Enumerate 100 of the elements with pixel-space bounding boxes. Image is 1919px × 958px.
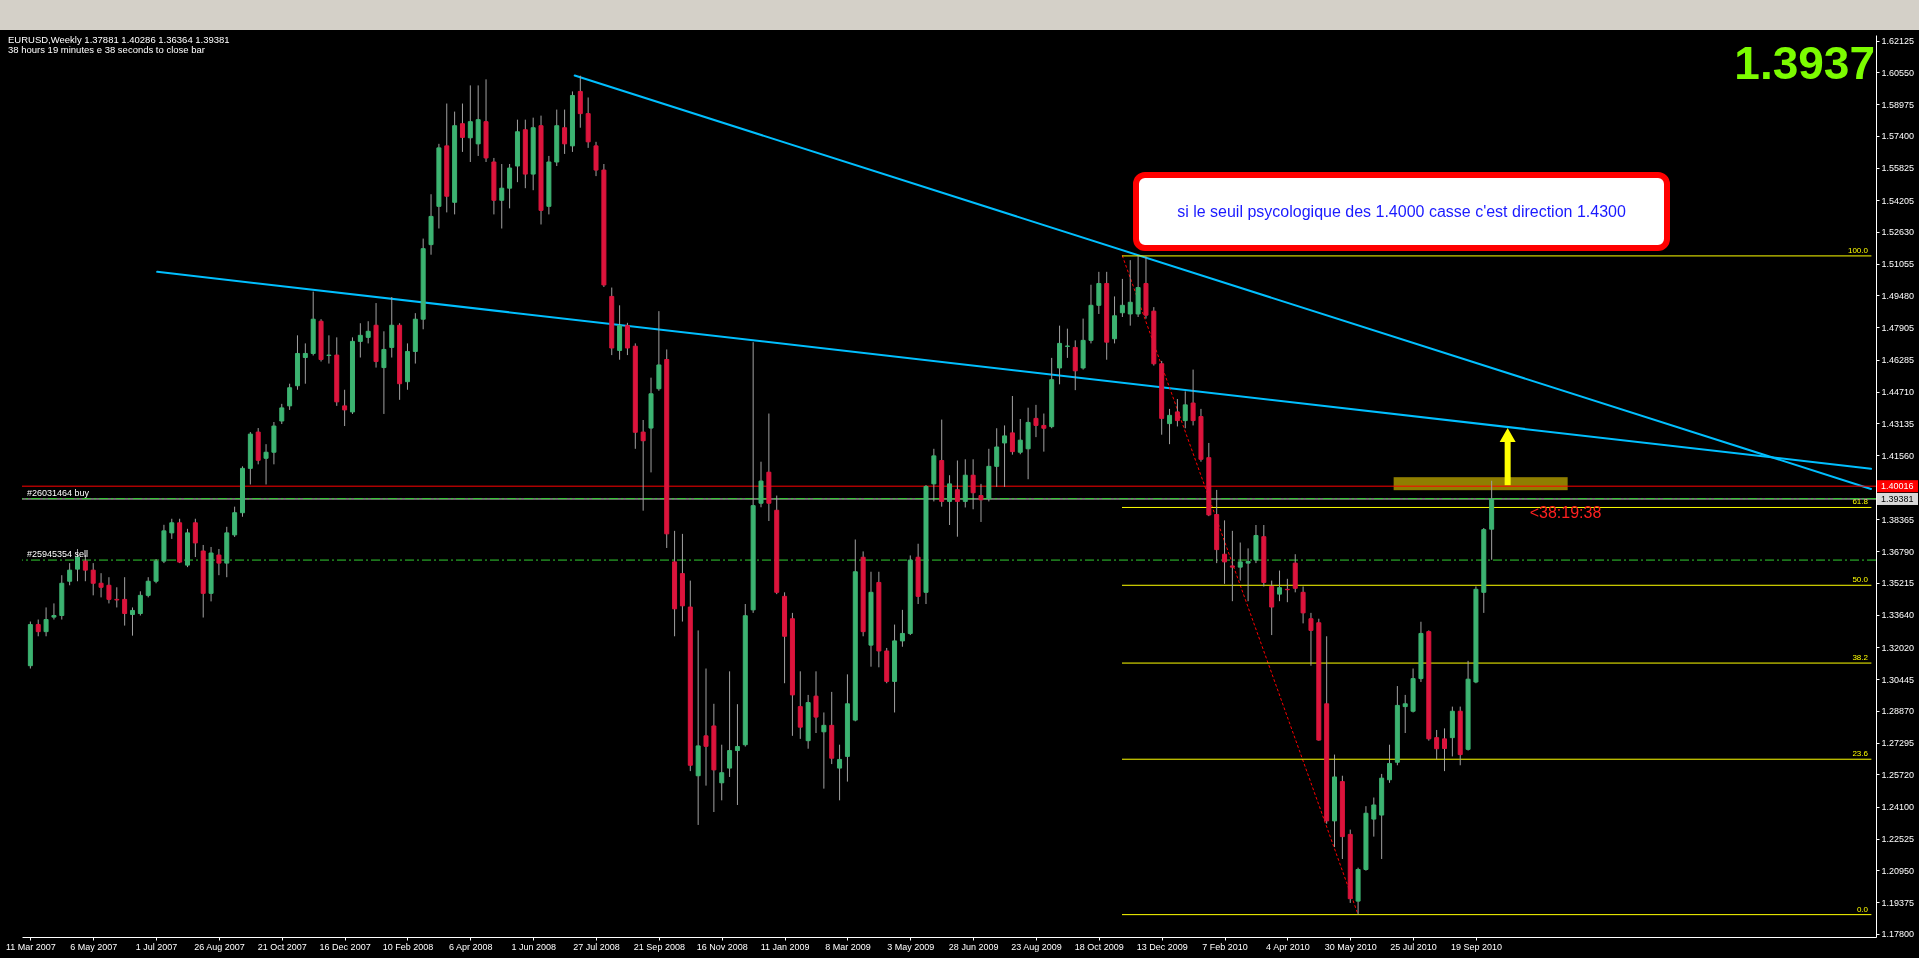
candlestick — [1002, 424, 1008, 488]
candlestick — [153, 558, 159, 584]
candlestick — [467, 84, 473, 163]
y-tick-label: 1.28870 — [1881, 706, 1915, 717]
y-tick-label: 1.49480 — [1881, 290, 1915, 301]
candlestick — [169, 518, 175, 540]
x-tick-label: 18 Oct 2009 — [1074, 941, 1124, 952]
x-tick-label: 27 Jul 2008 — [573, 941, 620, 952]
candlestick — [1277, 570, 1283, 602]
series-label: 23.6 — [1852, 749, 1869, 759]
x-tick-label: 3 May 2009 — [887, 941, 935, 952]
candlestick — [1041, 413, 1047, 453]
candlestick — [459, 103, 465, 153]
candlestick — [326, 334, 332, 365]
candlestick — [1182, 390, 1188, 429]
candlestick — [287, 383, 293, 411]
candlestick — [970, 458, 976, 510]
candlestick — [1387, 744, 1393, 784]
y-tick-label: 1.55825 — [1881, 163, 1915, 174]
candlestick — [1442, 727, 1448, 772]
candlestick — [1308, 612, 1314, 667]
candlestick — [67, 562, 73, 586]
candlestick — [821, 711, 827, 790]
candlestick — [114, 586, 120, 608]
ref-line-label: 1.40016 — [1881, 481, 1914, 492]
x-tick-label: 30 May 2010 — [1324, 941, 1377, 952]
candlestick — [1009, 395, 1015, 456]
candlestick — [1300, 585, 1306, 624]
candlestick — [562, 109, 568, 155]
candlestick — [98, 572, 104, 598]
x-tick-label: 6 May 2007 — [70, 941, 118, 952]
candlestick — [1222, 519, 1228, 585]
y-tick-label: 1.17800 — [1881, 929, 1915, 940]
candlestick — [899, 609, 905, 648]
candlestick — [656, 310, 662, 392]
candlestick — [954, 460, 960, 538]
candlestick — [1033, 404, 1039, 438]
y-tick-label: 1.33640 — [1881, 610, 1915, 621]
x-tick-label: 10 Feb 2008 — [382, 941, 434, 952]
candlestick — [1119, 278, 1125, 318]
candlestick — [734, 703, 740, 806]
series-label: 50.0 — [1852, 575, 1869, 585]
candlestick — [994, 427, 1000, 488]
candlestick — [1434, 729, 1440, 760]
y-tick-label: 1.35215 — [1881, 578, 1915, 589]
y-tick-label: 1.25720 — [1881, 769, 1915, 780]
series-label: 100.0 — [1847, 245, 1869, 255]
candlestick — [365, 320, 371, 344]
y-tick-label: 1.43135 — [1881, 418, 1915, 429]
candlestick — [813, 670, 819, 734]
x-tick-label: 26 Aug 2007 — [194, 941, 245, 952]
y-tick-label: 1.38365 — [1881, 514, 1915, 525]
candlestick — [90, 562, 96, 596]
candlestick — [947, 474, 953, 526]
candlestick — [1167, 408, 1173, 445]
candlestick — [357, 322, 363, 358]
candlestick — [1371, 797, 1377, 838]
y-tick-label: 1.54205 — [1881, 195, 1915, 206]
candlestick — [499, 163, 505, 229]
candlestick — [1245, 547, 1251, 602]
y-tick-label: 1.58975 — [1881, 99, 1915, 110]
candlestick — [1064, 328, 1070, 359]
x-tick-label: 21 Sep 2008 — [633, 941, 685, 952]
candlestick — [1127, 259, 1133, 327]
y-tick-label: 1.60550 — [1881, 67, 1915, 78]
y-tick-label: 1.32020 — [1881, 642, 1915, 653]
y-tick-label: 1.30445 — [1881, 674, 1915, 685]
candlestick — [837, 744, 843, 801]
candlestick — [43, 606, 49, 637]
candlestick — [130, 606, 135, 637]
candlestick — [145, 576, 151, 598]
y-tick-label: 1.36790 — [1881, 546, 1915, 557]
y-tick-label: 1.24100 — [1881, 802, 1915, 813]
candlestick — [279, 403, 285, 425]
candlestick — [137, 590, 143, 617]
x-tick-label: 16 Nov 2008 — [696, 941, 748, 952]
candlestick — [302, 342, 308, 385]
y-tick-label: 1.44710 — [1881, 387, 1915, 398]
ref-line-label: #26031464 buy — [27, 487, 90, 498]
candlestick — [389, 296, 395, 358]
candlestick — [640, 419, 646, 512]
candlestick — [978, 483, 984, 523]
y-tick-label: 1.57400 — [1881, 131, 1915, 142]
y-tick-label: 1.52630 — [1881, 227, 1915, 238]
x-tick-label: 23 Aug 2009 — [1011, 941, 1062, 952]
candlestick — [216, 548, 222, 576]
y-tick-label: 1.41560 — [1881, 450, 1915, 461]
y-tick-label: 1.46285 — [1881, 355, 1915, 366]
x-tick-label: 1 Jul 2007 — [135, 941, 178, 952]
candlestick — [577, 75, 583, 129]
x-tick-label: 11 Mar 2007 — [5, 941, 56, 952]
candlestick — [507, 163, 513, 209]
series-label: 0.0 — [1856, 904, 1869, 914]
y-tick-label: 1.22525 — [1881, 834, 1915, 845]
candlestick — [1072, 339, 1078, 391]
x-tick-label: 19 Sep 2010 — [1450, 941, 1502, 952]
candlestick — [106, 576, 112, 604]
candlestick — [727, 670, 733, 778]
candlestick — [1237, 542, 1243, 582]
text: 38 hours 19 minutes e 38 seconds to close bar — [8, 44, 205, 55]
